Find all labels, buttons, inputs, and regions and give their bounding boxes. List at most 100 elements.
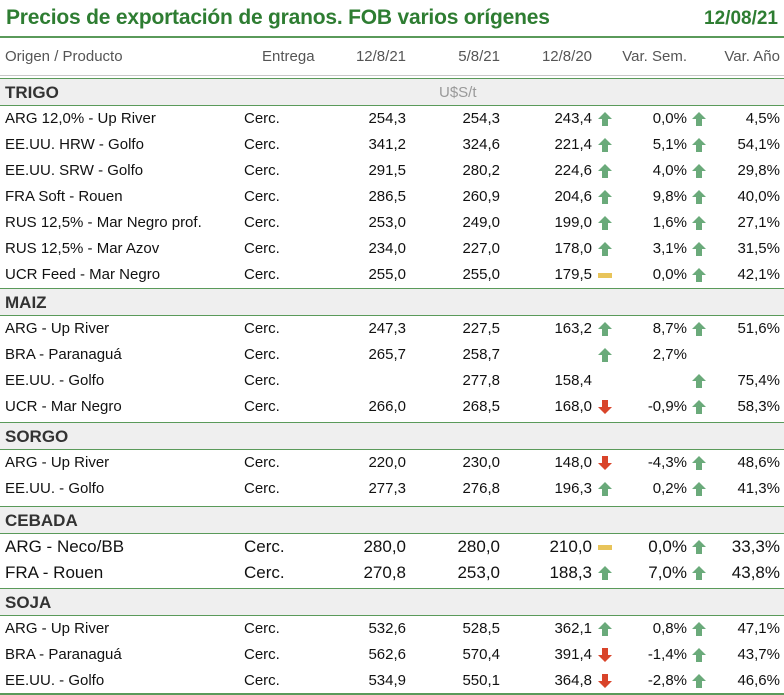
cell-var-sem: 0,0% (652, 110, 687, 127)
cell-price-2: 280,0 (457, 537, 500, 556)
arrow-up-icon (692, 456, 706, 470)
table-row: UCR Feed - Mar Negro Cerc. 255,0 255,0 179,5… (0, 262, 784, 288)
cell-var-anio: 51,6% (737, 320, 780, 337)
section-header: SOJA (0, 588, 784, 616)
cell-entrega: Cerc. (244, 646, 280, 663)
col-origen: Origen / Producto (5, 48, 123, 65)
cell-var-anio: 41,3% (737, 480, 780, 497)
cell-price-2: 528,5 (462, 620, 500, 637)
cell-var-sem: 8,7% (652, 320, 687, 337)
table-row: RUS 12,5% - Mar Azov Cerc. 234,0 227,0 178,0… (0, 236, 784, 262)
table-row: ARG - Neco/BB Cerc. 280,0 280,0 210,0 0,0% 33,… (0, 534, 784, 560)
arrow-up-icon (692, 622, 706, 636)
page-title: Precios de exportación de granos. FOB va… (6, 6, 550, 29)
cell-price-2: 570,4 (462, 646, 500, 663)
arrow-up-icon (598, 216, 612, 230)
cell-price-1: 286,5 (368, 188, 406, 205)
section-name: SOJA (5, 593, 52, 612)
cell-price-1: 266,0 (368, 398, 406, 415)
cell-price-1: 220,0 (368, 454, 406, 471)
cell-entrega: Cerc. (244, 672, 280, 689)
table-row: FRA Soft - Rouen Cerc. 286,5 260,9 204,6 9,8%… (0, 184, 784, 210)
cell-origen: ARG - Neco/BB (5, 537, 125, 556)
arrow-up-icon (692, 322, 706, 336)
cell-entrega: Cerc. (244, 188, 280, 205)
cell-price-2: 249,0 (462, 214, 500, 231)
cell-price-1: 234,0 (368, 240, 406, 257)
cell-price-2: 254,3 (462, 110, 500, 127)
cell-origen: FRA - Rouen (5, 563, 104, 582)
cell-var-anio: 43,8% (731, 563, 780, 582)
arrow-up-icon (598, 242, 612, 256)
cell-var-sem: -0,9% (647, 398, 687, 415)
cell-price-3: 224,6 (554, 162, 592, 179)
cell-price-1: 532,6 (368, 620, 406, 637)
cell-entrega: Cerc. (244, 136, 280, 153)
cell-origen: BRA - Paranaguá (5, 646, 122, 663)
cell-var-anio: 27,1% (737, 214, 780, 231)
cell-var-sem: 3,1% (652, 240, 687, 257)
cell-price-2: 253,0 (457, 563, 500, 582)
cell-origen: ARG 12,0% - Up River (5, 110, 156, 127)
cell-origen: EE.UU. HRW - Golfo (5, 136, 144, 153)
cell-price-3: 204,6 (554, 188, 592, 205)
cell-origen: EE.UU. - Golfo (5, 480, 105, 497)
cell-price-2: 280,2 (462, 162, 500, 179)
arrow-down-icon (598, 648, 612, 662)
arrow-up-icon (692, 674, 706, 688)
cell-price-1: 562,6 (368, 646, 406, 663)
cell-price-1: 341,2 (368, 136, 406, 153)
cell-var-sem: 7,0% (648, 563, 687, 582)
column-header-row: Origen / Producto Entrega 12/8/21 5/8/21… (0, 38, 784, 76)
cell-price-2: 227,5 (462, 320, 500, 337)
cell-price-3: 158,4 (554, 372, 592, 389)
cell-price-3: 168,0 (554, 398, 592, 415)
cell-price-1: 280,0 (363, 537, 406, 556)
cell-var-anio: 29,8% (737, 162, 780, 179)
cell-price-3: 148,0 (554, 454, 592, 471)
cell-var-anio: 31,5% (737, 240, 780, 257)
cell-var-sem: 0,0% (648, 537, 687, 556)
cell-var-sem: 0,2% (652, 480, 687, 497)
table-row: EE.UU. SRW - Golfo Cerc. 291,5 280,2 224,6 4,… (0, 158, 784, 184)
cell-price-2: 324,6 (462, 136, 500, 153)
col-var-sem: Var. Sem. (622, 48, 687, 65)
cell-price-2: 260,9 (462, 188, 500, 205)
cell-var-anio: 48,6% (737, 454, 780, 471)
arrow-up-icon (692, 400, 706, 414)
cell-origen: RUS 12,5% - Mar Azov (5, 240, 160, 257)
cell-entrega: Cerc. (244, 454, 280, 471)
table-row: EE.UU. - Golfo Cerc. 277,8 158,4 75,4% (0, 368, 784, 394)
arrow-up-icon (598, 164, 612, 178)
section-header: CEBADA (0, 506, 784, 534)
cell-entrega: Cerc. (244, 620, 280, 637)
cell-var-sem: 1,6% (652, 214, 687, 231)
report-date: 12/08/21 (704, 8, 778, 29)
arrow-up-icon (598, 482, 612, 496)
arrow-up-icon (598, 190, 612, 204)
arrow-up-icon (692, 216, 706, 230)
arrow-down-icon (598, 400, 612, 414)
cell-price-1: 254,3 (368, 110, 406, 127)
cell-price-3: 243,4 (554, 110, 592, 127)
cell-var-anio: 54,1% (737, 136, 780, 153)
cell-var-sem: -4,3% (647, 454, 687, 471)
cell-origen: EE.UU. - Golfo (5, 672, 105, 689)
cell-price-2: 276,8 (462, 480, 500, 497)
cell-entrega: Cerc. (244, 563, 285, 582)
arrow-up-icon (692, 190, 706, 204)
table-row: ARG - Up River Cerc. 220,0 230,0 148,0 -4,3% 4… (0, 450, 784, 476)
cell-var-sem: 5,1% (652, 136, 687, 153)
cell-price-2: 268,5 (462, 398, 500, 415)
cell-price-3: 179,5 (554, 266, 592, 283)
cell-var-anio: 75,4% (737, 372, 780, 389)
table-row: FRA - Rouen Cerc. 270,8 253,0 188,3 7,0% 43,8% (0, 560, 784, 586)
cell-price-3: 391,4 (554, 646, 592, 663)
cell-var-sem: -1,4% (647, 646, 687, 663)
section-name: SORGO (5, 427, 69, 446)
cell-var-sem: 9,8% (652, 188, 687, 205)
cell-price-3: 199,0 (554, 214, 592, 231)
cell-origen: EE.UU. SRW - Golfo (5, 162, 144, 179)
cell-var-sem: 4,0% (652, 162, 687, 179)
arrow-up-icon (692, 374, 706, 388)
